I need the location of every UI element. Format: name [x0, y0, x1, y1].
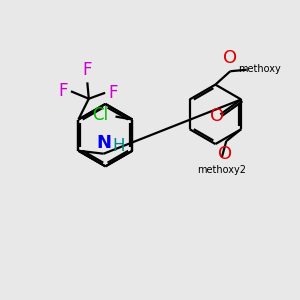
Text: O: O: [210, 107, 224, 125]
Text: F: F: [108, 84, 118, 102]
Text: O: O: [223, 49, 237, 67]
Text: O: O: [218, 145, 232, 163]
Text: H: H: [112, 137, 125, 155]
Text: F: F: [58, 82, 68, 100]
Text: F: F: [82, 61, 92, 80]
Text: N: N: [96, 134, 111, 152]
Text: methoxy: methoxy: [238, 64, 281, 74]
Text: Cl: Cl: [92, 106, 108, 124]
Text: methoxy2: methoxy2: [197, 165, 246, 175]
